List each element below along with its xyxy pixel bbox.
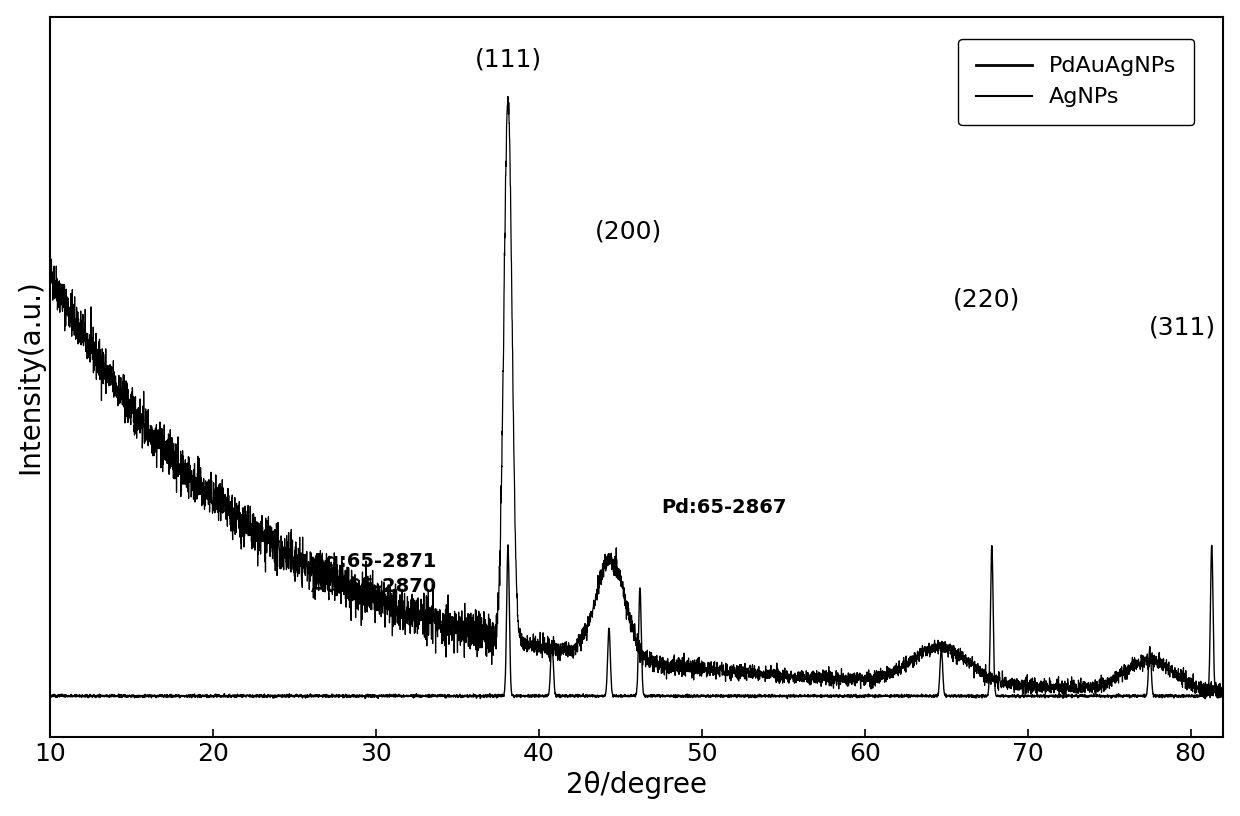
Text: (200): (200) [595,219,662,243]
Text: (311): (311) [1148,315,1216,339]
Y-axis label: Intensity(a.u.): Intensity(a.u.) [16,279,45,474]
Text: Pd:65-2867: Pd:65-2867 [661,499,786,517]
X-axis label: 2θ/degree: 2θ/degree [567,771,707,800]
Legend: PdAuAgNPs, AgNPs: PdAuAgNPs, AgNPs [959,38,1194,125]
Text: Ag:65-2871
Au:65-2870: Ag:65-2871 Au:65-2870 [311,552,438,596]
Text: (220): (220) [954,287,1021,312]
Text: (111): (111) [475,47,542,72]
